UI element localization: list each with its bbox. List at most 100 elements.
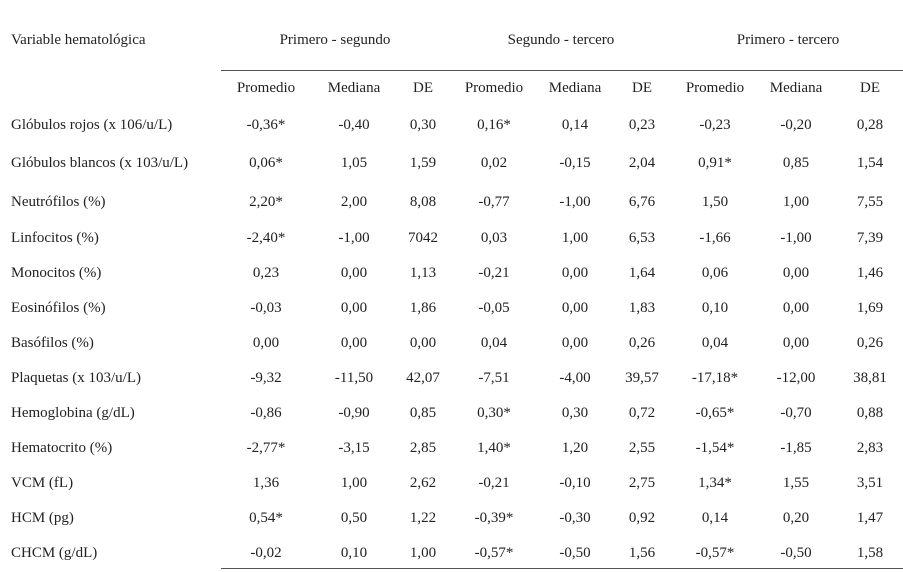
- table-cell: 1,36: [252, 475, 280, 491]
- table-cell: 38,81: [853, 370, 887, 386]
- table-cell: 0,23: [252, 265, 280, 281]
- table-cell: 1,34*: [698, 475, 732, 491]
- table-cell: 0,26: [856, 335, 884, 351]
- column-header: DE: [632, 80, 652, 96]
- table-cell: 0,30: [561, 405, 589, 421]
- table-cell: -0,23: [699, 117, 731, 133]
- table-cell: -0,03: [250, 300, 282, 316]
- table-cell: 1,55: [782, 475, 810, 491]
- table-cell: -2,40*: [246, 230, 286, 246]
- table-cell: -11,50: [334, 370, 374, 386]
- table-cell: 2,85: [409, 440, 437, 456]
- table-cell: 0,72: [628, 405, 656, 421]
- row-label: Plaquetas (x 103/u/L): [11, 370, 141, 386]
- table-cell: -0,70: [780, 405, 812, 421]
- table-cell: -0,02: [250, 545, 282, 561]
- row-label: CHCM (g/dL): [11, 545, 98, 561]
- table-cell: 1,69: [856, 300, 884, 316]
- table-cell: 2,62: [409, 475, 437, 491]
- table-cell: 7,39: [856, 230, 884, 246]
- table-cell: 1,47: [856, 510, 884, 526]
- table-cell: 1,56: [628, 545, 656, 561]
- table-cell: -7,51: [478, 370, 510, 386]
- table-cell: 0,20: [782, 510, 810, 526]
- table-cell: 0,00: [409, 335, 437, 351]
- table-cell: -3,15: [338, 440, 370, 456]
- table-cell: 0,92: [628, 510, 656, 526]
- table-cell: 1,00: [782, 194, 810, 210]
- table-cell: 8,08: [409, 194, 437, 210]
- table-cell: 1,58: [856, 545, 884, 561]
- table-cell: 2,75: [628, 475, 656, 491]
- table-cell: -1,85: [780, 440, 812, 456]
- table-cell: 0,26: [628, 335, 656, 351]
- row-label: VCM (fL): [11, 475, 74, 491]
- table-cell: -1,54*: [695, 440, 735, 456]
- table-cell: 0,04: [701, 335, 729, 351]
- table-cell: -0,77: [478, 194, 510, 210]
- table-cell: 2,00: [340, 194, 368, 210]
- table-cell: 7042: [408, 230, 438, 246]
- table-cell: 1,00: [340, 475, 368, 491]
- group-header: Segundo - tercero: [507, 32, 615, 48]
- table-cell: -2,77*: [246, 440, 286, 456]
- table-cell: -17,18*: [691, 370, 739, 386]
- group-header: Primero - tercero: [736, 32, 840, 48]
- table-cell: 0,10: [340, 545, 368, 561]
- row-label: Basófilos (%): [11, 335, 94, 351]
- table-cell: 0,00: [561, 335, 589, 351]
- table-cell: 0,14: [701, 510, 729, 526]
- table-cell: 2,20*: [249, 194, 283, 210]
- column-header: Mediana: [769, 80, 823, 96]
- table-cell: -0,86: [250, 405, 282, 421]
- table-cell: 0,00: [340, 300, 368, 316]
- table-cell: -0,21: [478, 475, 510, 491]
- table-cell: 2,04: [628, 155, 656, 171]
- table-cell: 0,88: [856, 405, 884, 421]
- table-cell: -4,00: [559, 370, 591, 386]
- table-cell: -0,30: [559, 510, 591, 526]
- table-cell: -0,05: [478, 300, 510, 316]
- row-label: Glóbulos blancos (x 103/u/L): [11, 155, 189, 171]
- table-cell: 1,46: [856, 265, 884, 281]
- column-header: Promedio: [464, 80, 524, 96]
- table-cell: 0,00: [340, 265, 368, 281]
- table-cell: -0,65*: [695, 405, 735, 421]
- table-cell: 0,00: [561, 265, 589, 281]
- table-cell: 0,03: [480, 230, 508, 246]
- table-cell: -0,57*: [474, 545, 514, 561]
- table-cell: 1,64: [628, 265, 656, 281]
- table-cell: 0,16*: [477, 117, 511, 133]
- table-cell: 0,06*: [249, 155, 283, 171]
- table-cell: 1,83: [628, 300, 656, 316]
- table-cell: 1,05: [340, 155, 368, 171]
- table-cell: -0,40: [338, 117, 370, 133]
- table-cell: -0,36*: [246, 117, 286, 133]
- table-cell: 1,40*: [477, 440, 511, 456]
- table-cell: 0,00: [561, 300, 589, 316]
- bottom-rule: [221, 568, 903, 569]
- table-cell: 0,00: [782, 265, 810, 281]
- row-label: Linfocitos (%): [11, 230, 99, 246]
- row-label: HCM (pg): [11, 510, 74, 526]
- table-cell: 0,00: [782, 335, 810, 351]
- column-header: Promedio: [685, 80, 745, 96]
- table-cell: 6,53: [628, 230, 656, 246]
- variable-header: Variable hematológica: [11, 32, 146, 48]
- table-cell: -0,50: [780, 545, 812, 561]
- table-cell: -0,20: [780, 117, 812, 133]
- table-cell: 1,13: [409, 265, 437, 281]
- header-rule: [221, 70, 903, 71]
- table-cell: 0,06: [701, 265, 729, 281]
- row-label: Hematocrito (%): [11, 440, 113, 456]
- table-cell: -0,39*: [474, 510, 514, 526]
- column-header: Mediana: [327, 80, 381, 96]
- table-cell: 0,85: [782, 155, 810, 171]
- table-cell: 7,55: [856, 194, 884, 210]
- table-cell: 0,30*: [477, 405, 511, 421]
- table-cell: 0,50: [340, 510, 368, 526]
- table-cell: -0,90: [338, 405, 370, 421]
- table-cell: -0,21: [478, 265, 510, 281]
- table-cell: 1,59: [409, 155, 437, 171]
- row-label: Neutrófilos (%): [11, 194, 106, 210]
